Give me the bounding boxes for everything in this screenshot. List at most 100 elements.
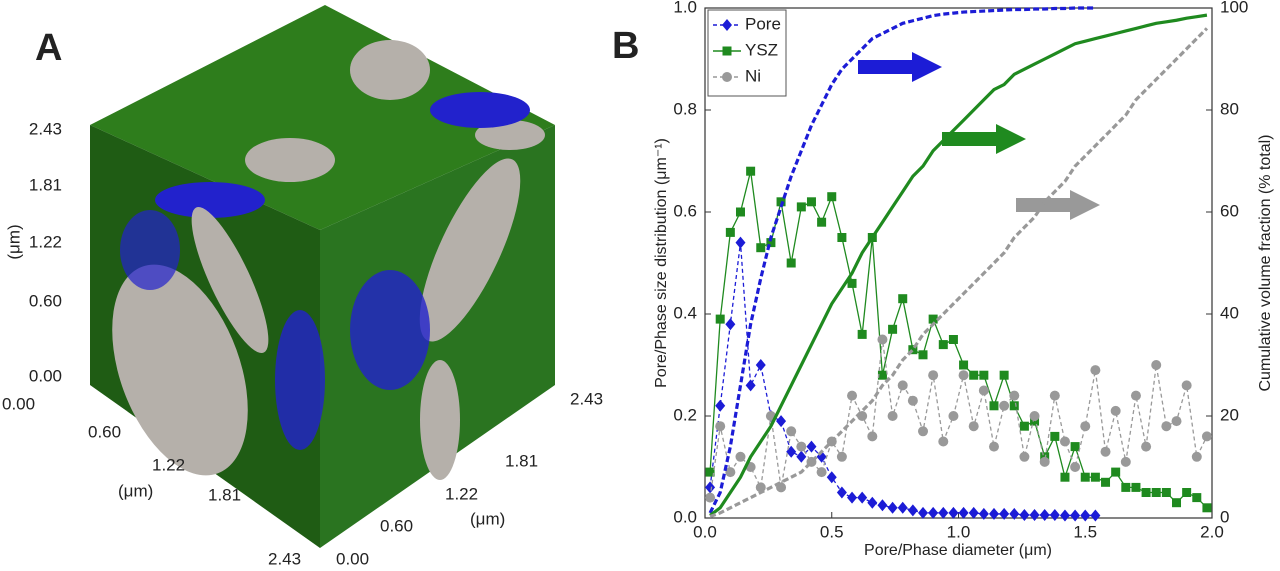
data-point xyxy=(1101,477,1111,487)
data-point xyxy=(836,451,847,462)
y-tick-label: 0.8 xyxy=(673,99,697,118)
data-point xyxy=(857,329,867,339)
data-point xyxy=(959,360,969,370)
tick-label: 1.22 xyxy=(152,455,185,474)
data-point xyxy=(1050,431,1060,441)
data-point xyxy=(1161,421,1172,432)
data-point xyxy=(817,217,827,227)
data-point xyxy=(1171,416,1182,427)
data-point xyxy=(948,335,958,344)
legend-marker xyxy=(722,72,732,82)
panel-label: A xyxy=(35,27,62,69)
tick-label: 1.22 xyxy=(29,232,62,251)
data-point xyxy=(776,415,787,428)
y2-tick-label: 0 xyxy=(1220,507,1229,526)
data-point xyxy=(1141,441,1152,452)
data-point xyxy=(857,491,868,504)
data-point xyxy=(1141,488,1151,497)
data-point xyxy=(1019,421,1029,431)
data-point xyxy=(715,399,726,412)
data-point xyxy=(1070,509,1081,522)
data-point xyxy=(1019,451,1030,462)
data-point xyxy=(725,318,736,331)
data-point xyxy=(816,467,827,478)
data-point xyxy=(948,506,959,519)
data-point xyxy=(796,441,807,452)
data-point xyxy=(898,294,908,304)
data-point xyxy=(1059,509,1070,522)
data-point xyxy=(715,314,725,324)
data-point xyxy=(948,411,959,421)
data-point xyxy=(756,243,766,253)
tick-label: 0.60 xyxy=(380,516,413,535)
data-point xyxy=(705,467,715,477)
axis-unit: (μm) xyxy=(4,224,23,259)
data-point xyxy=(1039,508,1050,521)
data-point xyxy=(979,370,989,380)
data-point xyxy=(877,334,888,345)
data-point xyxy=(968,421,979,432)
data-point xyxy=(735,207,745,217)
series-line xyxy=(709,242,1096,517)
data-point xyxy=(1029,411,1040,421)
data-point xyxy=(1192,493,1202,503)
data-point xyxy=(1039,456,1050,467)
data-point xyxy=(1110,405,1121,416)
data-point xyxy=(806,197,816,207)
data-point xyxy=(887,411,898,421)
data-point xyxy=(1151,488,1161,497)
data-point xyxy=(907,395,918,406)
data-point xyxy=(806,440,817,453)
data-point xyxy=(796,450,807,463)
data-point xyxy=(877,370,887,380)
data-point xyxy=(1009,390,1020,401)
data-point xyxy=(1059,436,1070,447)
data-point xyxy=(1070,442,1080,452)
data-point xyxy=(715,421,726,432)
y-axis-title: Pore/Phase size distribution (μm⁻¹) xyxy=(653,138,670,388)
tick-label: 1.22 xyxy=(445,484,478,503)
data-point xyxy=(847,390,858,401)
y2-tick-label: 20 xyxy=(1220,405,1239,424)
data-point xyxy=(1201,431,1212,442)
data-point xyxy=(938,340,948,350)
cumulative-line xyxy=(709,27,1209,518)
axis-unit: (μm) xyxy=(470,509,505,528)
data-point xyxy=(928,314,938,324)
data-point xyxy=(1049,390,1060,401)
data-point xyxy=(978,385,989,396)
data-point xyxy=(786,258,796,268)
data-point xyxy=(968,506,979,519)
tick-label: 2.43 xyxy=(268,549,301,568)
y-tick-label: 1.0 xyxy=(673,0,697,16)
data-point xyxy=(978,507,989,520)
data-point xyxy=(1029,508,1040,521)
data-point xyxy=(897,380,908,391)
legend-marker xyxy=(722,46,732,56)
data-point xyxy=(958,370,969,381)
data-point xyxy=(1172,498,1182,508)
y2-tick-label: 40 xyxy=(1220,303,1239,322)
axis-unit: (μm) xyxy=(118,481,153,500)
data-point xyxy=(877,499,888,512)
data-point xyxy=(745,379,756,392)
y-tick-label: 0.6 xyxy=(673,201,697,220)
data-point xyxy=(999,400,1010,411)
data-point xyxy=(847,491,858,504)
data-point xyxy=(735,451,746,462)
data-point xyxy=(969,370,979,380)
data-point xyxy=(1191,451,1202,462)
data-point xyxy=(705,492,716,503)
data-point xyxy=(1202,503,1212,513)
data-point xyxy=(928,506,939,519)
data-point xyxy=(1060,472,1070,482)
y2-tick-label: 80 xyxy=(1220,99,1239,118)
data-point xyxy=(1111,467,1121,477)
data-point xyxy=(918,350,928,360)
data-point xyxy=(999,507,1010,520)
data-point xyxy=(836,486,847,499)
data-point xyxy=(1080,472,1090,482)
data-point xyxy=(938,506,949,519)
data-point xyxy=(1131,482,1141,492)
